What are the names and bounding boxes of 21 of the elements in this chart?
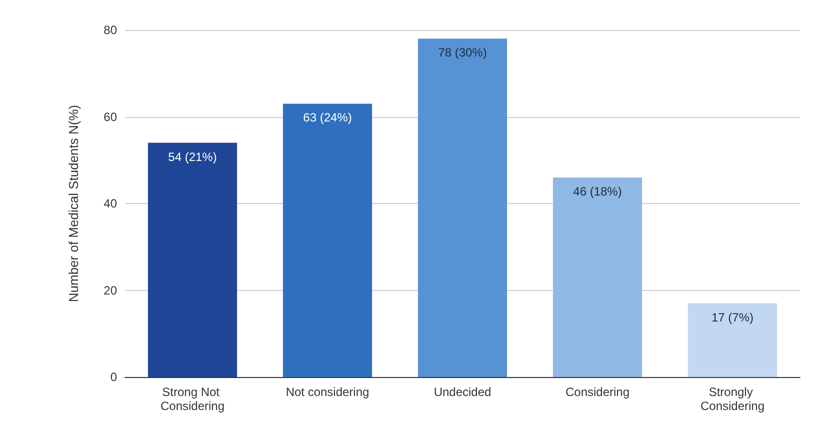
bar (282, 104, 372, 377)
data-label: 63 (24%) (303, 110, 352, 125)
x-tick-label: Not considering (286, 385, 370, 399)
data-label: 17 (7%) (711, 310, 754, 324)
bar (418, 38, 508, 377)
x-tick-label: Undecided (434, 385, 492, 399)
bar (688, 303, 778, 377)
x-tick-label: Considering (565, 385, 630, 399)
x-tick-label: Strong Not Considering (160, 385, 225, 413)
y-tick-label: 80 (104, 23, 118, 37)
y-tick-label: 60 (104, 110, 118, 124)
data-label: 54 (21%) (168, 150, 217, 164)
x-tick-label: Strongly Considering (700, 385, 765, 413)
y-axis-title: Number of Medical Students N(%) (66, 104, 81, 302)
data-label: 46 (18%) (573, 184, 622, 198)
data-label: 78 (30%) (438, 46, 487, 60)
y-tick-label: 20 (104, 283, 118, 298)
y-tick-label: 40 (104, 196, 118, 210)
y-tick-label: 0 (110, 370, 118, 384)
bar (552, 177, 642, 377)
bar (148, 142, 238, 377)
